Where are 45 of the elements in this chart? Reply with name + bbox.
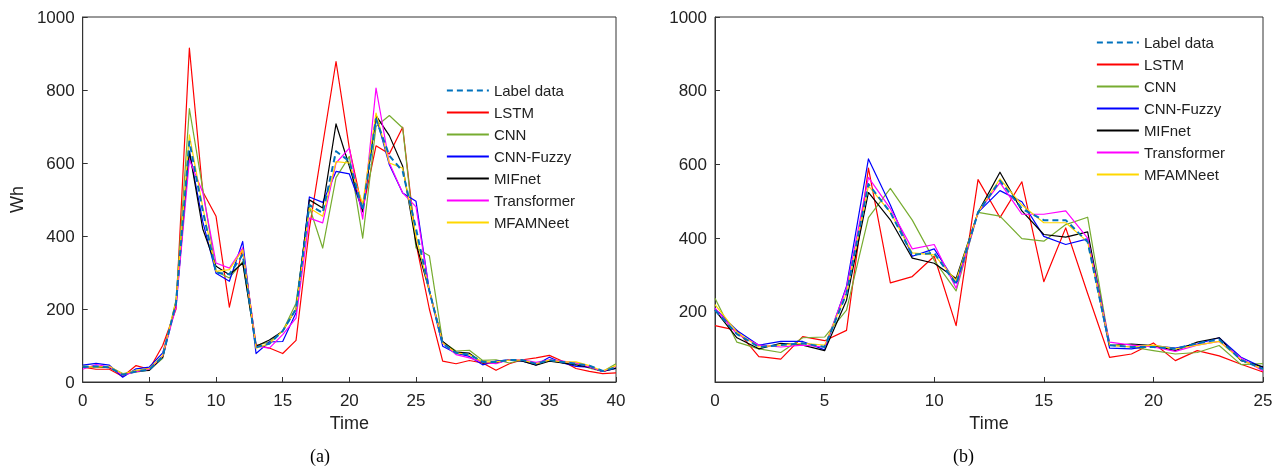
x-tick-label: 5 [144, 391, 155, 410]
x-axis-title: Time [969, 412, 1009, 433]
y-tick-label: 200 [678, 302, 707, 322]
y-tick-label: 1000 [36, 7, 75, 27]
x-tick-label: 30 [473, 391, 493, 410]
y-tick-label: 400 [46, 226, 75, 246]
x-axis-title: Time [329, 412, 370, 433]
y-tick-label: 0 [65, 372, 75, 392]
x-tick-label: 15 [1034, 391, 1054, 410]
x-tick-label: 35 [539, 391, 559, 410]
x-tick-label: 25 [406, 391, 426, 410]
legend-label: CNN-Fuzzy [493, 148, 572, 165]
legend-label: MIFnet [1143, 122, 1192, 139]
x-tick-label: 10 [206, 391, 226, 410]
y-tick-label: 600 [678, 154, 707, 174]
legend-label: Label data [1143, 34, 1215, 51]
y-tick-label: 600 [46, 153, 75, 173]
y-tick-label: 800 [46, 80, 75, 100]
legend-label: LSTM [1143, 56, 1184, 73]
legend-label: LSTM [493, 104, 534, 121]
y-tick-label: 200 [46, 299, 75, 319]
x-tick-label: 40 [606, 391, 626, 410]
y-tick-label: 400 [678, 228, 707, 248]
x-tick-label: 0 [77, 391, 88, 410]
x-tick-label: 20 [1143, 391, 1163, 410]
legend-label: Label data [493, 82, 565, 99]
legend-label: CNN [1143, 78, 1177, 95]
y-tick-label: 1000 [669, 7, 707, 27]
x-tick-label: 0 [710, 391, 720, 410]
legend-label: CNN [493, 126, 527, 143]
x-tick-label: 25 [1253, 391, 1273, 410]
legend-label: MFAMNeet [493, 214, 570, 231]
legend-label: MFAMNeet [1143, 166, 1220, 183]
x-tick-label: 20 [339, 391, 359, 410]
y-tick-label: 800 [678, 81, 707, 101]
y-axis-title: Wh [7, 186, 27, 213]
x-tick-label: 5 [819, 391, 830, 410]
legend-label: Transformer [493, 192, 575, 209]
text: (b) [953, 446, 974, 467]
legend-label: Transformer [1143, 144, 1225, 161]
text: (a) [310, 446, 330, 467]
x-tick-label: 10 [924, 391, 944, 410]
x-tick-label: 15 [273, 391, 293, 410]
legend-label: CNN-Fuzzy [1143, 100, 1222, 117]
legend-label: MIFnet [493, 170, 542, 187]
